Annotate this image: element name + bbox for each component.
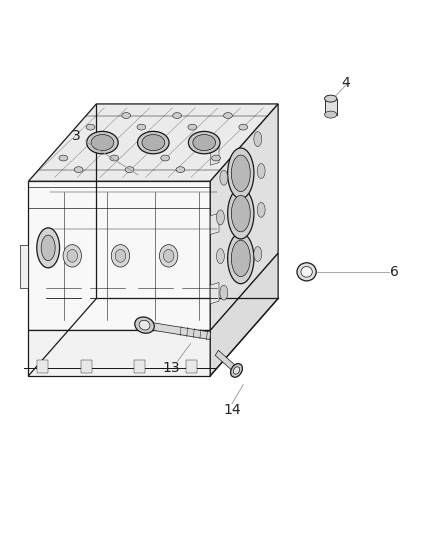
Polygon shape — [28, 104, 278, 181]
Ellipse shape — [115, 249, 126, 262]
Ellipse shape — [137, 124, 146, 130]
Polygon shape — [215, 350, 238, 373]
Polygon shape — [210, 104, 278, 330]
Ellipse shape — [239, 124, 247, 130]
Ellipse shape — [254, 132, 262, 147]
Ellipse shape — [159, 245, 178, 267]
Ellipse shape — [254, 247, 262, 262]
Polygon shape — [81, 360, 92, 373]
Ellipse shape — [301, 266, 312, 277]
Ellipse shape — [231, 364, 242, 377]
Ellipse shape — [231, 240, 250, 277]
Ellipse shape — [173, 112, 181, 118]
Ellipse shape — [193, 134, 215, 151]
Ellipse shape — [228, 233, 254, 284]
Ellipse shape — [228, 188, 254, 239]
Text: 4: 4 — [342, 76, 350, 90]
Text: 14: 14 — [223, 403, 241, 417]
Ellipse shape — [216, 249, 224, 264]
Ellipse shape — [325, 111, 337, 118]
Ellipse shape — [86, 124, 95, 130]
Polygon shape — [210, 144, 219, 165]
Ellipse shape — [188, 132, 220, 154]
Polygon shape — [325, 99, 337, 115]
Ellipse shape — [74, 167, 83, 173]
Ellipse shape — [220, 285, 228, 300]
Ellipse shape — [63, 245, 81, 267]
Ellipse shape — [135, 317, 154, 333]
Ellipse shape — [212, 155, 220, 161]
Ellipse shape — [163, 249, 174, 262]
Polygon shape — [210, 282, 219, 304]
Ellipse shape — [223, 112, 232, 118]
Ellipse shape — [41, 235, 55, 261]
Polygon shape — [210, 213, 219, 235]
Text: 13: 13 — [162, 361, 180, 375]
Ellipse shape — [110, 155, 119, 161]
Ellipse shape — [188, 124, 197, 130]
Ellipse shape — [122, 112, 131, 118]
Polygon shape — [28, 181, 210, 330]
Ellipse shape — [67, 249, 78, 262]
Ellipse shape — [233, 367, 240, 374]
Polygon shape — [186, 360, 197, 373]
Ellipse shape — [231, 155, 250, 191]
Ellipse shape — [59, 155, 68, 161]
Ellipse shape — [91, 134, 114, 151]
Ellipse shape — [87, 132, 118, 154]
Ellipse shape — [125, 167, 134, 173]
Ellipse shape — [142, 134, 165, 151]
Polygon shape — [28, 330, 210, 376]
Ellipse shape — [37, 228, 60, 268]
Ellipse shape — [257, 203, 265, 217]
Ellipse shape — [231, 196, 250, 232]
Ellipse shape — [297, 263, 316, 281]
Polygon shape — [134, 360, 145, 373]
Ellipse shape — [216, 210, 224, 225]
Polygon shape — [144, 321, 211, 340]
Ellipse shape — [325, 95, 337, 102]
Ellipse shape — [176, 167, 185, 173]
Ellipse shape — [228, 148, 254, 199]
Ellipse shape — [161, 155, 170, 161]
Ellipse shape — [220, 170, 228, 185]
Text: 6: 6 — [390, 265, 399, 279]
Polygon shape — [37, 360, 48, 373]
Polygon shape — [20, 245, 28, 288]
Polygon shape — [210, 253, 278, 376]
Text: 3: 3 — [72, 129, 81, 143]
Ellipse shape — [138, 132, 169, 154]
Ellipse shape — [257, 164, 265, 179]
Ellipse shape — [111, 245, 130, 267]
Ellipse shape — [139, 320, 150, 330]
